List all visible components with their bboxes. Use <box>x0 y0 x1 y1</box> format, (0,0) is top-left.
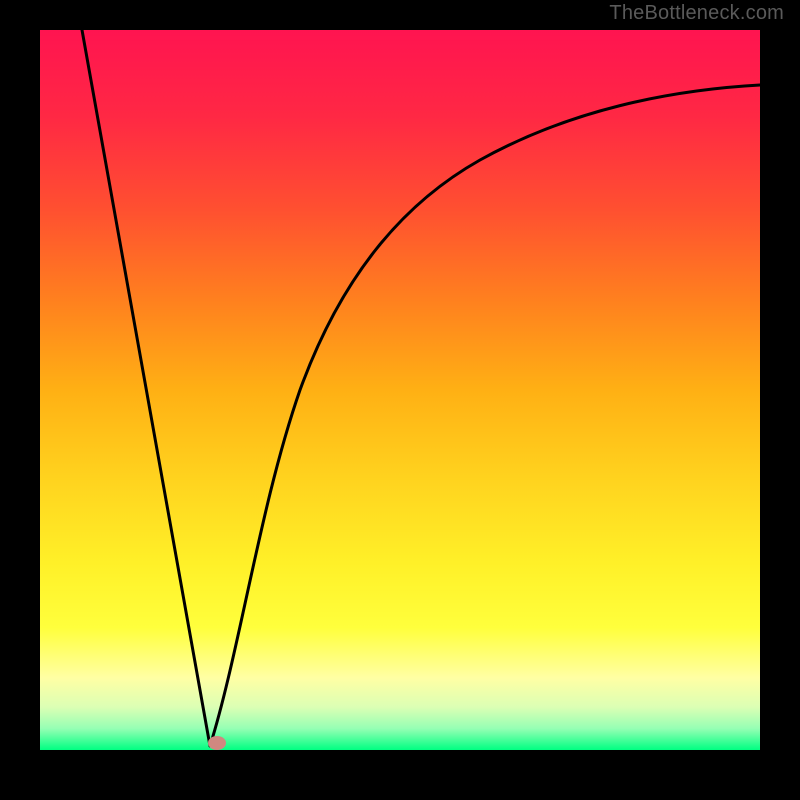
bottleneck-curve <box>40 30 760 750</box>
watermark-text: TheBottleneck.com <box>609 2 784 25</box>
plot-area <box>40 30 760 750</box>
optimum-marker <box>208 736 226 750</box>
chart-container: TheBottleneck.com <box>0 0 800 800</box>
